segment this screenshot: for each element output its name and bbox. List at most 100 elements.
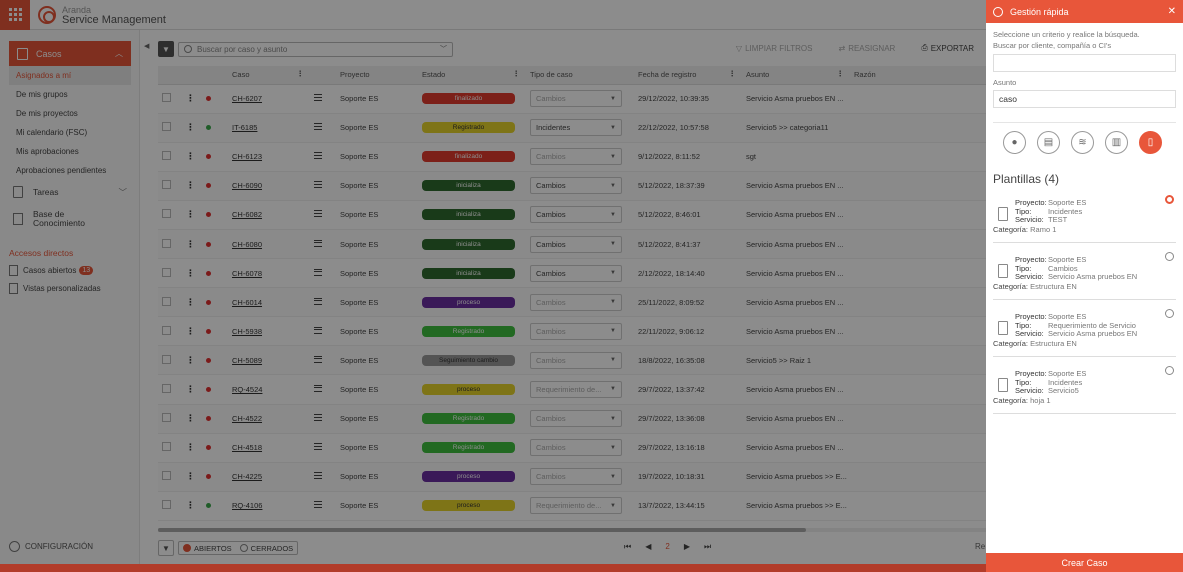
case-link[interactable]: CH-5089 bbox=[232, 355, 263, 365]
table-row[interactable]: ⋮ RQ-4106 Soporte ES proceso Requerimiento d… bbox=[158, 491, 986, 521]
detail-icon[interactable] bbox=[314, 384, 322, 392]
collapse-sidebar-icon[interactable]: ◀ bbox=[144, 43, 150, 50]
detail-icon[interactable] bbox=[314, 297, 322, 305]
row-menu-icon[interactable]: ⋮ bbox=[186, 413, 195, 424]
footer-filter-button[interactable]: ▼ bbox=[158, 540, 174, 556]
reassign-button[interactable]: ⇄ REASIGNAR bbox=[838, 43, 895, 53]
case-link[interactable]: CH-6123 bbox=[232, 152, 263, 162]
row-menu-icon[interactable]: ⋮ bbox=[186, 325, 195, 336]
case-type-select[interactable]: Cambios ▼ bbox=[530, 410, 622, 428]
column-menu-icon[interactable]: ⋮ bbox=[296, 69, 305, 78]
sidebar-item-pending-approvals[interactable]: Aprobaciones pendientes bbox=[16, 166, 107, 175]
template-radio[interactable] bbox=[1165, 195, 1174, 204]
create-case-button[interactable]: Crear Caso bbox=[986, 553, 1183, 572]
row-checkbox[interactable] bbox=[162, 122, 171, 132]
export-button[interactable]: ⎙ EXPORTAR bbox=[921, 43, 974, 53]
column-menu-icon[interactable]: ⋮ bbox=[728, 69, 737, 78]
table-row[interactable]: ⋮ CH-6090 Soporte ES inicializa Cambios ▼ 5/12… bbox=[158, 171, 986, 201]
sidebar-item-my-groups[interactable]: De mis grupos bbox=[16, 90, 68, 99]
table-row[interactable]: ⋮ CH-6014 Soporte ES proceso Cambios ▼ 25/11/2… bbox=[158, 287, 986, 317]
row-menu-icon[interactable]: ⋮ bbox=[186, 180, 195, 191]
template-radio[interactable] bbox=[1165, 252, 1174, 261]
table-row[interactable]: ⋮ CH-6123 Soporte ES finalizado Cambios ▼ 9/12… bbox=[158, 142, 986, 172]
sidebar-section-tareas[interactable]: Tareas ﹀ bbox=[9, 182, 131, 202]
client-search-input[interactable] bbox=[993, 54, 1176, 72]
case-link[interactable]: CH-6207 bbox=[232, 94, 263, 104]
shortcut-custom-views[interactable]: Vistas personalizadas bbox=[9, 283, 139, 294]
header-case[interactable]: Caso ⋮ bbox=[228, 66, 310, 85]
table-row[interactable]: ⋮ CH-4225 Soporte ES proceso Cambios ▼ 19/7/20… bbox=[158, 462, 986, 492]
row-menu-icon[interactable]: ⋮ bbox=[186, 383, 195, 394]
template-item[interactable]: Proyecto:Soporte ES Tipo: Incidentes Servic… bbox=[993, 195, 1176, 243]
case-type-select[interactable]: Cambios ▼ bbox=[530, 206, 622, 224]
scrollbar-thumb[interactable] bbox=[158, 528, 806, 532]
detail-icon[interactable] bbox=[314, 152, 322, 160]
header-reason[interactable]: Razón bbox=[850, 66, 986, 85]
horizontal-scrollbar[interactable] bbox=[158, 528, 986, 532]
row-menu-icon[interactable]: ⋮ bbox=[186, 122, 195, 133]
case-link[interactable]: RQ-4524 bbox=[232, 384, 263, 394]
row-checkbox[interactable] bbox=[162, 238, 171, 248]
sidebar-section-knowledge-base[interactable]: Base de Conocimiento bbox=[9, 204, 131, 234]
row-menu-icon[interactable]: ⋮ bbox=[186, 209, 195, 220]
row-checkbox[interactable] bbox=[162, 151, 171, 161]
current-page[interactable]: 2 bbox=[665, 542, 670, 551]
header-subject[interactable]: Asunto ⋮ bbox=[742, 66, 850, 85]
detail-icon[interactable] bbox=[314, 472, 322, 480]
row-checkbox[interactable] bbox=[162, 325, 171, 335]
case-link[interactable]: CH-5938 bbox=[232, 326, 263, 336]
row-checkbox[interactable] bbox=[162, 180, 171, 190]
case-link[interactable]: IT-6185 bbox=[232, 123, 258, 133]
template-item[interactable]: Proyecto:Soporte ES Tipo: Incidentes Servic… bbox=[993, 366, 1176, 414]
closed-option[interactable]: CERRADOS bbox=[236, 544, 298, 553]
header-type[interactable]: Tipo de caso bbox=[526, 66, 634, 85]
row-menu-icon[interactable]: ⋮ bbox=[186, 296, 195, 307]
sidebar-item-approvals[interactable]: Mis aprobaciones bbox=[16, 147, 79, 156]
clear-filters-button[interactable]: ▽ LIMPIAR FILTROS bbox=[736, 43, 813, 53]
detail-icon[interactable] bbox=[314, 181, 322, 189]
case-type-select[interactable]: Cambios ▼ bbox=[530, 293, 622, 311]
header-state[interactable]: Estado ⋮ bbox=[418, 66, 526, 85]
table-row[interactable]: ⋮ CH-6080 Soporte ES inicializa Cambios ▼ 5/12… bbox=[158, 229, 986, 259]
case-link[interactable]: CH-6080 bbox=[232, 239, 263, 249]
row-menu-icon[interactable]: ⋮ bbox=[186, 471, 195, 482]
row-checkbox[interactable] bbox=[162, 267, 171, 277]
template-radio[interactable] bbox=[1165, 309, 1174, 318]
last-page-icon[interactable]: ⏭ bbox=[703, 542, 712, 551]
detail-icon[interactable] bbox=[314, 239, 322, 247]
row-checkbox[interactable] bbox=[162, 413, 171, 423]
database-icon[interactable]: ≋ bbox=[1071, 131, 1094, 154]
case-type-select[interactable]: Requerimiento de... ▼ bbox=[530, 380, 622, 398]
clipboard-icon[interactable]: ▤ bbox=[1037, 131, 1060, 154]
case-type-select[interactable]: Incidentes ▼ bbox=[530, 119, 622, 137]
search-input[interactable]: Buscar por caso y asunto ﹀ bbox=[178, 41, 453, 57]
row-menu-icon[interactable]: ⋮ bbox=[186, 267, 195, 278]
row-checkbox[interactable] bbox=[162, 500, 171, 510]
case-type-select[interactable]: Cambios ▼ bbox=[530, 439, 622, 457]
table-row[interactable]: ⋮ CH-5089 Soporte ES Seguimiento cambio Camb… bbox=[158, 345, 986, 375]
case-type-select[interactable]: Cambios ▼ bbox=[530, 322, 622, 340]
detail-icon[interactable] bbox=[314, 268, 322, 276]
case-link[interactable]: CH-6090 bbox=[232, 181, 263, 191]
table-row[interactable]: ⋮ CH-4522 Soporte ES Registrado Cambios ▼ 29/7… bbox=[158, 404, 986, 434]
table-row[interactable]: ⋮ CH-6082 Soporte ES inicializa Cambios ▼ 5/12… bbox=[158, 200, 986, 230]
detail-icon[interactable] bbox=[314, 443, 322, 451]
modal-overlay[interactable] bbox=[0, 0, 986, 572]
header-project[interactable]: Proyecto bbox=[336, 66, 418, 85]
app-menu-button[interactable] bbox=[0, 0, 30, 30]
detail-icon[interactable] bbox=[314, 501, 322, 509]
configuration-button[interactable]: CONFIGURACIÓN bbox=[9, 541, 93, 552]
row-checkbox[interactable] bbox=[162, 354, 171, 364]
shortcut-open-cases[interactable]: Casos abiertos 13 bbox=[9, 265, 139, 276]
case-link[interactable]: CH-6014 bbox=[232, 297, 263, 307]
row-menu-icon[interactable]: ⋮ bbox=[186, 354, 195, 365]
detail-icon[interactable] bbox=[314, 94, 322, 102]
detail-icon[interactable] bbox=[314, 414, 322, 422]
close-icon[interactable]: ✕ bbox=[1167, 6, 1176, 17]
detail-icon[interactable] bbox=[314, 326, 322, 334]
detail-icon[interactable] bbox=[314, 123, 322, 131]
row-checkbox[interactable] bbox=[162, 442, 171, 452]
prev-page-icon[interactable]: ◀ bbox=[645, 542, 652, 551]
table-row[interactable]: ⋮ CH-5938 Soporte ES Registrado Cambios ▼ 22/1… bbox=[158, 317, 986, 346]
row-menu-icon[interactable]: ⋮ bbox=[186, 442, 195, 453]
